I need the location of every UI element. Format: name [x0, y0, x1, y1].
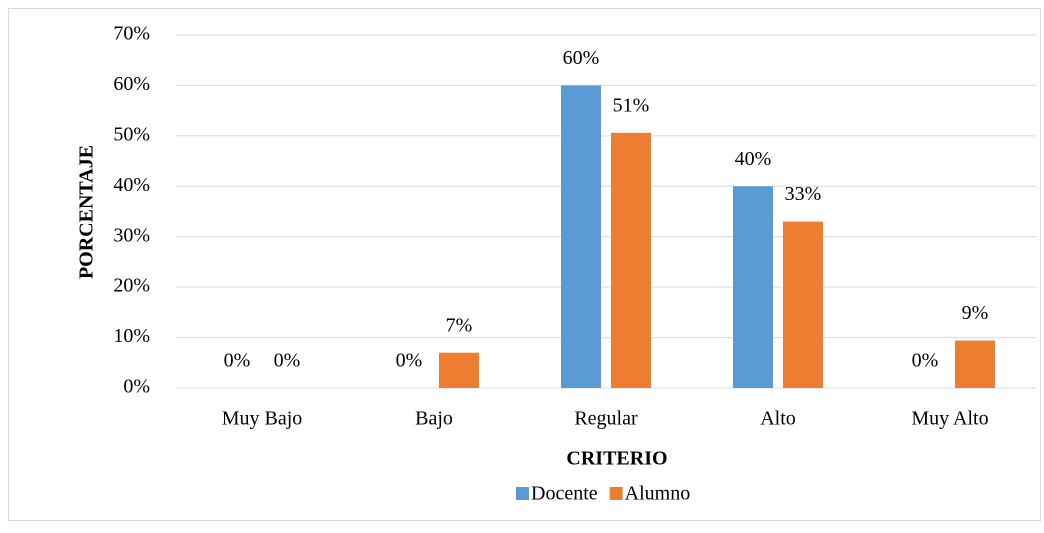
- y-tick-label: 70%: [113, 23, 150, 45]
- bar: [783, 221, 823, 388]
- x-tick-label: Alto: [760, 408, 796, 430]
- x-axis-title: CRITERIO: [566, 448, 667, 470]
- x-tick-label: Muy Bajo: [222, 408, 303, 430]
- y-tick-label: 60%: [113, 73, 150, 95]
- data-label: 60%: [563, 47, 600, 69]
- y-tick-label: 50%: [113, 123, 150, 145]
- data-label: 33%: [785, 183, 822, 205]
- bar: [611, 132, 651, 388]
- x-tick-label: Muy Alto: [911, 408, 988, 430]
- bar: [439, 352, 479, 388]
- legend-swatch: [516, 487, 529, 500]
- y-axis-title: PORCENTAJE: [76, 145, 98, 279]
- data-label: 51%: [613, 94, 650, 116]
- data-label: 0%: [224, 350, 251, 372]
- bar: [955, 340, 995, 388]
- y-tick-label: 40%: [113, 174, 150, 196]
- data-label: 0%: [912, 350, 939, 372]
- data-label: 0%: [274, 350, 301, 372]
- chart-border: [8, 8, 1041, 521]
- legend-label: Alumno: [625, 483, 691, 505]
- data-label: 40%: [735, 148, 772, 170]
- y-tick-label: 10%: [113, 325, 150, 347]
- y-tick-label: 30%: [113, 224, 150, 246]
- data-label: 7%: [446, 314, 473, 336]
- bar: [561, 85, 601, 388]
- x-tick-label: Regular: [574, 408, 638, 430]
- bar: [733, 186, 773, 388]
- legend-label: Docente: [531, 483, 598, 505]
- y-tick-label: 20%: [113, 275, 150, 297]
- data-label: 0%: [396, 350, 423, 372]
- legend-swatch: [609, 487, 623, 500]
- data-label: 9%: [962, 302, 989, 324]
- x-tick-label: Bajo: [415, 408, 453, 430]
- y-tick-label: 0%: [123, 376, 150, 398]
